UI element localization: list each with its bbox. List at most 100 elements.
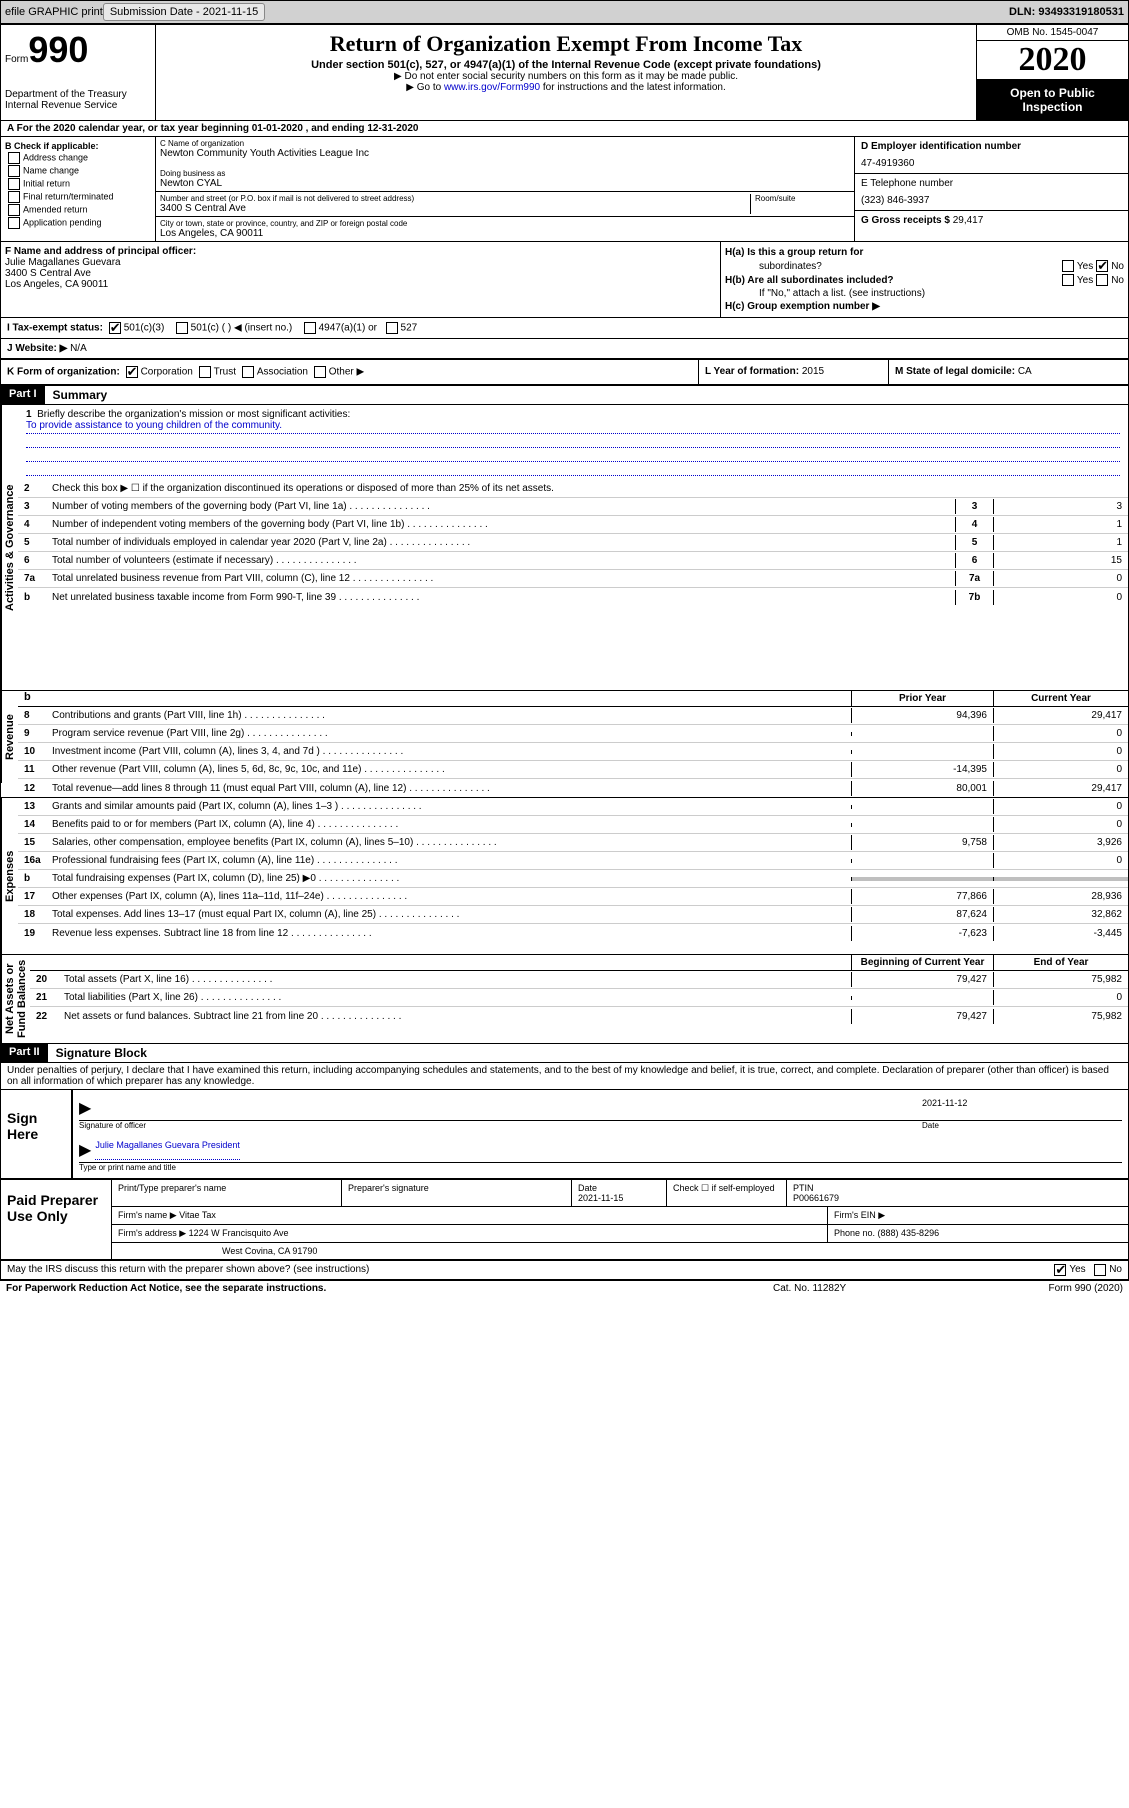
irs-yes[interactable] [1054, 1264, 1066, 1276]
line-21: 21Total liabilities (Part X, line 26) 0 [30, 989, 1128, 1007]
self-employed-check[interactable]: Check ☐ if self-employed [667, 1180, 787, 1206]
line-15: 15Salaries, other compensation, employee… [18, 834, 1128, 852]
activities-governance: Activities & Governance 1 Briefly descri… [1, 405, 1128, 691]
na-label: Net Assets or Fund Balances [1, 955, 30, 1043]
penalty-statement: Under penalties of perjury, I declare th… [1, 1063, 1128, 1090]
line-20: 20Total assets (Part X, line 16) 79,4277… [30, 971, 1128, 989]
line-6: 6Total number of volunteers (estimate if… [18, 552, 1128, 570]
current-year-hdr: Current Year [993, 691, 1128, 706]
org-name: Newton Community Youth Activities League… [160, 148, 850, 159]
firm-name: Firm's name ▶ Vitae Tax [112, 1207, 828, 1224]
omb-number: OMB No. 1545-0047 [977, 25, 1128, 41]
sign-arrow-icon: ▶ [79, 1098, 91, 1118]
form-label: Form [5, 54, 28, 65]
revenue-section: Revenue bPrior YearCurrent Year 8Contrib… [1, 691, 1128, 798]
street-address: 3400 S Central Ave [160, 203, 750, 214]
part2-header: Part IISignature Block [1, 1044, 1128, 1063]
form-number: 990 [28, 29, 88, 71]
begin-year-hdr: Beginning of Current Year [851, 955, 993, 970]
ag-label: Activities & Governance [1, 405, 18, 690]
gross-receipts: 29,417 [953, 215, 984, 226]
line-19: 19Revenue less expenses. Subtract line 1… [18, 924, 1128, 942]
cb-initial-return[interactable]: Initial return [5, 178, 151, 190]
part1-header: Part ISummary [1, 386, 1128, 405]
section-fh: F Name and address of principal officer:… [1, 242, 1128, 318]
section-bcd: B Check if applicable: Address change Na… [1, 137, 1128, 242]
cb-address-change[interactable]: Address change [5, 152, 151, 164]
line-2: 2Check this box ▶ ☐ if the organization … [18, 480, 1128, 498]
dln: DLN: 93493319180531 [1009, 6, 1124, 18]
line-18: 18Total expenses. Add lines 13–17 (must … [18, 906, 1128, 924]
line-10: 10Investment income (Part VIII, column (… [18, 743, 1128, 761]
line-4: 4Number of independent voting members of… [18, 516, 1128, 534]
cb-527[interactable] [386, 322, 398, 334]
paperwork-notice: For Paperwork Reduction Act Notice, see … [6, 1283, 773, 1294]
efile-topbar: efile GRAPHIC print Submission Date - 20… [0, 0, 1129, 24]
firm-address: Firm's address ▶ 1224 W Francisquito Ave [112, 1225, 828, 1242]
cb-trust[interactable] [199, 366, 211, 378]
paid-prep-label: Paid Preparer Use Only [1, 1180, 111, 1259]
firm-ein: Firm's EIN ▶ [828, 1207, 1128, 1224]
irs-discuss-row: May the IRS discuss this return with the… [1, 1261, 1128, 1280]
page-footer: For Paperwork Reduction Act Notice, see … [0, 1281, 1129, 1296]
firm-phone: Phone no. (888) 435-8296 [828, 1225, 1128, 1242]
line-9: 9Program service revenue (Part VIII, lin… [18, 725, 1128, 743]
line-14: 14Benefits paid to or for members (Part … [18, 816, 1128, 834]
state-domicile: CA [1018, 366, 1032, 377]
box-f: F Name and address of principal officer:… [1, 242, 720, 317]
expenses-section: Expenses 13Grants and similar amounts pa… [1, 798, 1128, 955]
cb-4947[interactable] [304, 322, 316, 334]
efile-label: efile GRAPHIC print [5, 6, 103, 18]
line-5: 5Total number of individuals employed in… [18, 534, 1128, 552]
cb-other[interactable] [314, 366, 326, 378]
city-state-zip: Los Angeles, CA 90011 [160, 228, 850, 239]
form-title: Return of Organization Exempt From Incom… [160, 31, 972, 57]
box-c: C Name of organizationNewton Community Y… [156, 137, 854, 241]
form-subtitle: Under section 501(c), 527, or 4947(a)(1)… [160, 59, 972, 71]
prior-year-hdr: Prior Year [851, 691, 993, 706]
irs-no[interactable] [1094, 1264, 1106, 1276]
telephone: (323) 846-3937 [861, 195, 1122, 206]
sign-arrow2-icon: ▶ [79, 1140, 91, 1160]
hb-no[interactable] [1096, 274, 1108, 286]
cb-501c3[interactable] [109, 322, 121, 334]
line-b: bTotal fundraising expenses (Part IX, co… [18, 870, 1128, 888]
row-j-website: J Website: ▶ N/A [1, 339, 1128, 360]
cb-amended[interactable]: Amended return [5, 204, 151, 216]
mission-block: 1 Briefly describe the organization's mi… [18, 405, 1128, 480]
cb-501c[interactable] [176, 322, 188, 334]
dept-treasury: Department of the Treasury Internal Reve… [5, 89, 151, 111]
line-22: 22Net assets or fund balances. Subtract … [30, 1007, 1128, 1025]
line-12: 12Total revenue—add lines 8 through 11 (… [18, 779, 1128, 797]
officer-signed-name: Julie Magallanes Guevara President [95, 1140, 240, 1160]
irs-link[interactable]: www.irs.gov/Form990 [444, 82, 540, 93]
open-inspection: Open to Public Inspection [977, 80, 1128, 120]
sign-here-label: Sign Here [1, 1090, 71, 1178]
cb-assoc[interactable] [242, 366, 254, 378]
ptin: P00661679 [793, 1193, 839, 1203]
cb-corp[interactable] [126, 366, 138, 378]
submission-button[interactable]: Submission Date - 2021-11-15 [103, 3, 265, 21]
cb-pending[interactable]: Application pending [5, 217, 151, 229]
row-klm: K Form of organization: Corporation Trus… [1, 360, 1128, 386]
website: N/A [70, 343, 87, 354]
net-assets-section: Net Assets or Fund Balances Beginning of… [1, 955, 1128, 1044]
cb-name-change[interactable]: Name change [5, 165, 151, 177]
ha-yes[interactable] [1062, 260, 1074, 272]
ha-no[interactable] [1096, 260, 1108, 272]
officer-name: Julie Magallanes Guevara [5, 257, 716, 268]
paid-preparer-section: Paid Preparer Use Only Print/Type prepar… [1, 1180, 1128, 1261]
form-header: Form990 Department of the Treasury Inter… [1, 25, 1128, 121]
ein: 47-4919360 [861, 158, 1122, 169]
sign-here-section: Sign Here ▶2021-11-12 Signature of offic… [1, 1090, 1128, 1180]
line-7a: 7aTotal unrelated business revenue from … [18, 570, 1128, 588]
box-h: H(a) Is this a group return for subordin… [720, 242, 1128, 317]
box-deg: D Employer identification number47-49193… [854, 137, 1128, 241]
line-b: bNet unrelated business taxable income f… [18, 588, 1128, 606]
form-990: Form990 Department of the Treasury Inter… [0, 24, 1129, 1281]
prep-date: 2021-11-15 [578, 1193, 623, 1203]
form-ref: Form 990 (2020) [973, 1283, 1123, 1294]
dba: Newton CYAL [160, 178, 850, 189]
hb-yes[interactable] [1062, 274, 1074, 286]
cb-final-return[interactable]: Final return/terminated [5, 191, 151, 203]
